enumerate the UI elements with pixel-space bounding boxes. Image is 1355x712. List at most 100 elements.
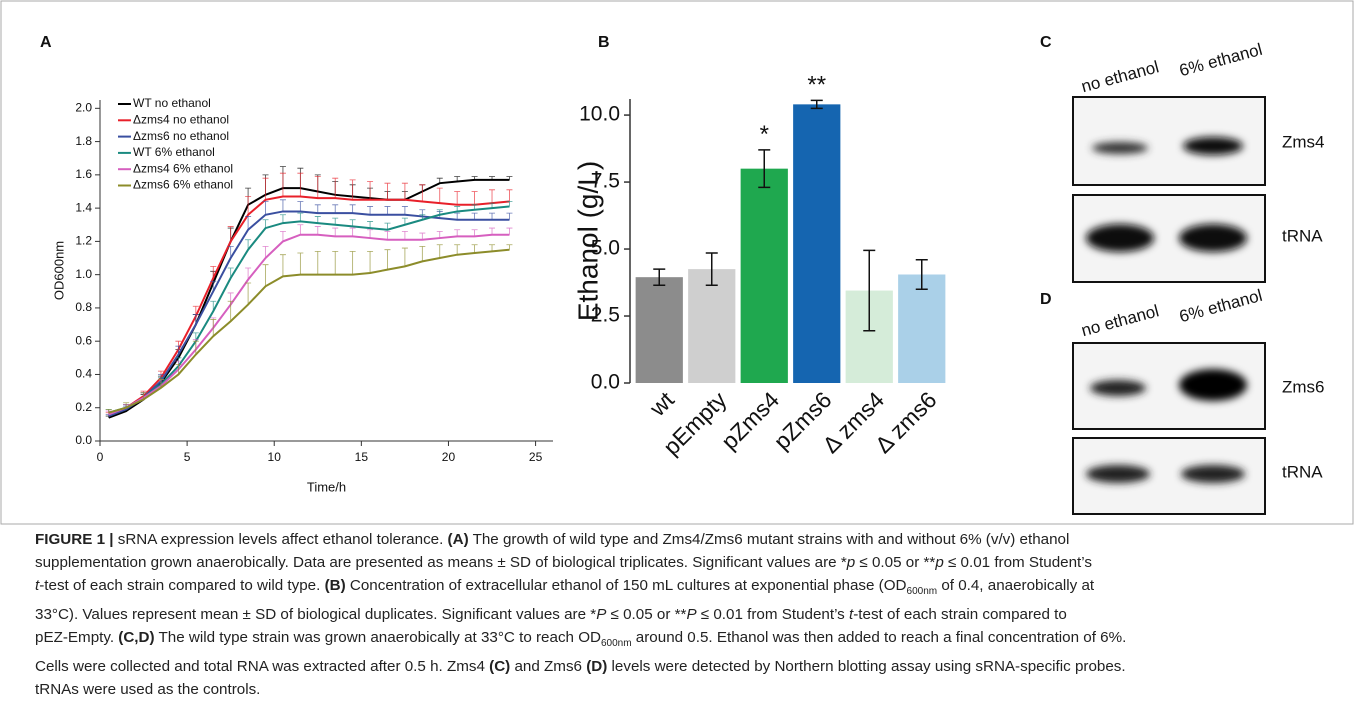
y-axis-label: Ethanol (g/L): [572, 161, 603, 321]
error-bar: [384, 250, 390, 270]
blot-band: [1092, 142, 1148, 154]
error-bar: [402, 231, 408, 239]
y-tick-label: 1.0: [75, 267, 92, 281]
row-label: Zms6: [1282, 377, 1325, 396]
caption-text: levels were detected by Northern blottin…: [607, 658, 1125, 675]
legend-label: Δzms6 no ethanol: [133, 129, 229, 143]
caption-text: The growth of wild type and Zms4/Zms6 mu…: [469, 531, 1070, 548]
bar: [898, 274, 945, 383]
error-bar: [402, 248, 408, 266]
caption-text: P: [686, 606, 696, 623]
error-bar: [350, 228, 356, 236]
error-bar: [297, 253, 303, 275]
y-tick-label: 0.6: [75, 333, 92, 347]
y-tick-label: 0.0: [75, 433, 92, 447]
legend-label: WT no ethanol: [133, 96, 211, 110]
y-tick-label: 0.2: [75, 400, 92, 414]
error-bar: [437, 245, 443, 258]
blot-band: [1181, 465, 1245, 483]
error-bar: [297, 213, 303, 221]
blot-band: [1183, 137, 1243, 155]
caption-text: P: [596, 606, 606, 623]
error-bar: [332, 251, 338, 274]
significance-label: *: [760, 121, 769, 148]
caption-text: Cells were collected and total RNA was e…: [35, 658, 489, 675]
bar: [793, 104, 840, 383]
error-bar: [332, 228, 338, 236]
page: A B C D no ethanol 6% ethanol Zms4 tRNA …: [0, 0, 1355, 712]
caption-text: (C,D): [118, 629, 154, 646]
error-bar: [384, 231, 390, 239]
y-tick-label: 1.4: [75, 200, 92, 214]
caption-text: ≤ 0.01 from Student’s: [697, 606, 849, 623]
error-bar: [489, 190, 495, 203]
panel-label: B: [598, 34, 610, 51]
caption-text: FIGURE 1 |: [35, 531, 114, 548]
caption-line: 33°C). Values represent mean ± SD of bio…: [35, 603, 1126, 626]
legend-label: Δzms6 6% ethanol: [133, 178, 233, 192]
bar: [741, 169, 788, 383]
caption-text: ≤ 0.05 or **: [855, 554, 935, 571]
y-tick-label: 1.6: [75, 167, 92, 181]
panel-label: A: [40, 34, 52, 51]
row-label: Zms4: [1282, 132, 1325, 151]
caption-text: around 0.5. Ethanol was then added to re…: [632, 629, 1127, 646]
y-tick-label: 0.4: [75, 367, 92, 381]
caption-text: (A): [448, 531, 469, 548]
caption-line: Cells were collected and total RNA was e…: [35, 655, 1126, 678]
error-bar: [315, 251, 321, 274]
caption-text: supplementation grown anaerobically. Dat…: [35, 554, 847, 571]
error-bar: [315, 205, 321, 213]
lane-label: 6% ethanol: [1177, 40, 1264, 80]
error-bar: [280, 215, 286, 223]
caption-text: -test of each strain compared to: [853, 606, 1067, 623]
x-tick-label: 15: [355, 450, 369, 464]
caption-text: -test of each strain compared to wild ty…: [39, 577, 324, 594]
caption-line: tRNAs were used as the controls.: [35, 678, 1126, 701]
caption-text: (D): [586, 658, 607, 675]
error-bar: [280, 173, 286, 196]
panel-label: C: [1040, 34, 1052, 51]
blot-band: [1086, 224, 1154, 252]
error-bar: [263, 265, 269, 287]
lane-label: no ethanol: [1079, 57, 1161, 96]
caption-text: p: [935, 554, 943, 571]
y-tick-label: 1.2: [75, 234, 92, 248]
blot-band: [1179, 369, 1247, 401]
legend-label: Δzms4 6% ethanol: [133, 161, 233, 175]
error-bar: [506, 190, 512, 202]
series-line: [109, 211, 510, 416]
caption-text: 33°C). Values represent mean ± SD of bio…: [35, 606, 596, 623]
row-label: tRNA: [1282, 462, 1323, 481]
error-bar: [367, 230, 373, 238]
error-bar: [402, 206, 408, 214]
significance-label: **: [807, 72, 826, 99]
x-tick-label: 20: [442, 450, 456, 464]
x-tick-label: wt: [644, 386, 680, 422]
figure: A B C D no ethanol 6% ethanol Zms4 tRNA …: [0, 0, 1355, 526]
error-bar: [367, 251, 373, 273]
caption-text: ≤ 0.05 or **: [606, 606, 686, 623]
caption-text: sRNA expression levels affect ethanol to…: [114, 531, 448, 548]
error-bar: [315, 226, 321, 234]
caption-text: ≤ 0.01 from Student’s: [944, 554, 1092, 571]
y-tick-label: 10.0: [579, 103, 620, 126]
series-line: [109, 235, 510, 415]
bar: [688, 269, 735, 383]
x-tick-label: 5: [184, 450, 191, 464]
legend-label: WT 6% ethanol: [133, 145, 215, 159]
lane-label: no ethanol: [1079, 301, 1161, 340]
error-bar: [472, 245, 478, 253]
caption-line: pEZ-Empty. (C,D) The wild type strain wa…: [35, 626, 1126, 655]
caption-text: p: [847, 554, 855, 571]
error-bar: [472, 191, 478, 204]
caption-text: tRNAs were used as the controls.: [35, 681, 260, 698]
caption-text: pEZ-Empty.: [35, 629, 118, 646]
error-bar: [419, 246, 425, 261]
caption-text: and Zms6: [510, 658, 586, 675]
blot-band: [1090, 380, 1146, 396]
y-tick-label: 2.0: [75, 100, 92, 114]
error-bar: [280, 200, 286, 212]
x-tick-label: 0: [97, 450, 104, 464]
error-bar: [315, 177, 321, 199]
